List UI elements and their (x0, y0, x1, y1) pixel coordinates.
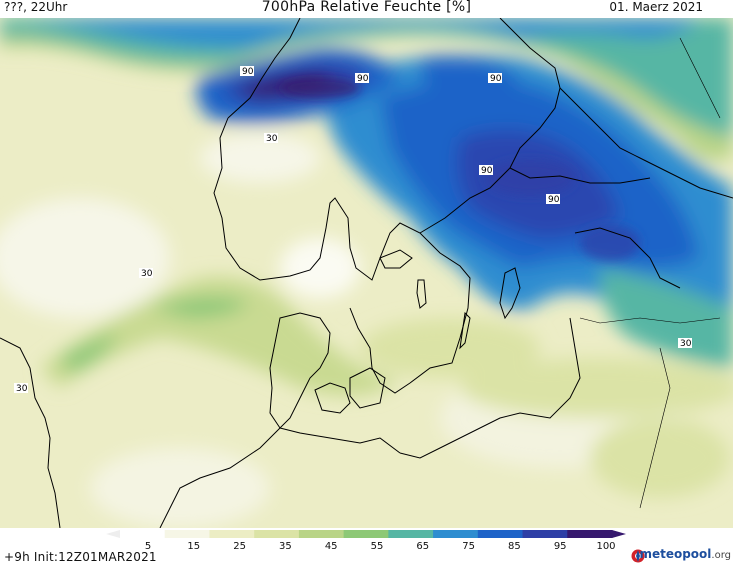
netherlands-coast (159, 427, 281, 528)
svg-text:90: 90 (490, 74, 502, 84)
svg-text:30: 30 (16, 384, 28, 394)
contour-label-30-b: 30 (139, 268, 153, 279)
zealand-island (349, 367, 386, 409)
colorbar-tick-label: 25 (233, 541, 246, 552)
gulf-of-finland-north (509, 167, 651, 184)
colorbar-tick-label: 5 (144, 541, 152, 552)
colorbar-cell (209, 530, 255, 538)
colorbar-cell (567, 530, 613, 538)
colorbar-tick-label: 55 (370, 541, 384, 552)
colorbar-tick-label: 35 (279, 541, 292, 552)
funen-island (314, 382, 351, 414)
init-time-label: +9h Init:12Z01MAR2021 (4, 550, 157, 564)
svg-text:90: 90 (481, 166, 493, 176)
country-border-1 (579, 317, 721, 324)
contour-label-90-e: 90 (546, 194, 560, 205)
colorbar-cell (433, 530, 479, 538)
bothnia-west-coast (419, 18, 561, 234)
colorbar-tick-label: 100 (596, 541, 616, 552)
jutland-peninsula (269, 312, 331, 429)
finland-coast (559, 87, 733, 199)
brand-name: meteopool (639, 547, 712, 561)
svg-text:90: 90 (357, 74, 369, 84)
contour-label-30-c: 30 (14, 383, 28, 394)
lake-vanern (379, 249, 413, 269)
forecast-date: 01. Maerz 2021 (609, 0, 703, 14)
map-canvas: 90 90 90 90 90 30 30 30 30 (0, 18, 733, 528)
country-border-3 (679, 37, 721, 119)
brand-suffix: .org (711, 550, 731, 561)
coastlines (0, 18, 733, 528)
contour-labels: 90 90 90 90 90 30 30 30 30 (14, 66, 692, 394)
svg-text:30: 30 (141, 269, 153, 279)
forecast-time-label: ???, 22Uhr (4, 0, 68, 14)
colorbar-tick-label: 45 (324, 541, 338, 552)
norway-west-coast (227, 18, 301, 119)
svg-text:30: 30 (680, 339, 692, 349)
oland-island (459, 311, 471, 350)
svg-text:30: 30 (266, 134, 278, 144)
great-britain-east-coast (0, 337, 61, 528)
svg-text:90: 90 (548, 195, 560, 205)
colorbar-cell (477, 530, 524, 538)
colorbar-cell (164, 530, 210, 538)
colorbar-min-arrow (106, 530, 120, 538)
humidity-field (0, 18, 733, 528)
germany-north-coast (279, 427, 401, 454)
norway-sweden-coast (213, 117, 471, 394)
colorbar-tick-label: 95 (553, 541, 567, 552)
contour-label-30-d: 30 (678, 338, 692, 349)
country-border-2 (639, 347, 671, 509)
meteopool-logo-icon (631, 548, 645, 563)
lake-vattern (416, 279, 427, 309)
header-bar: ???, 22Uhr 700hPa Relative Feuchte [%] 0… (0, 0, 733, 20)
colorbar-cells (120, 530, 613, 538)
contour-label-30-a: 30 (264, 133, 278, 144)
colorbar-cell (343, 530, 389, 538)
meteopool-brand[interactable]: meteopool.org (639, 547, 731, 561)
map-title: 700hPa Relative Feuchte [%] (261, 0, 472, 15)
colorbar-max-arrow (612, 530, 626, 538)
humidity-map: 90 90 90 90 90 30 30 30 30 (0, 18, 733, 528)
contour-label-90-b: 90 (355, 73, 369, 84)
estonia-coast (574, 227, 681, 289)
colorbar-tick-label: 15 (187, 541, 201, 552)
colorbar (106, 530, 626, 538)
colorbar-cell (522, 530, 568, 538)
baltic-south-coast (399, 317, 581, 459)
colorbar-tick-label: 85 (508, 541, 521, 552)
colorbar-cell (254, 530, 300, 538)
contour-label-90-c: 90 (488, 73, 502, 84)
colorbar-cell (388, 530, 434, 538)
svg-text:90: 90 (242, 67, 254, 77)
contour-label-90-a: 90 (240, 66, 254, 77)
colorbar-cell (298, 530, 345, 538)
gotland-island (499, 267, 521, 320)
colorbar-cell (120, 530, 166, 538)
contour-label-90-d: 90 (479, 165, 493, 176)
colorbar-tick-label: 65 (416, 541, 430, 552)
colorbar-tick-label: 75 (462, 541, 475, 552)
